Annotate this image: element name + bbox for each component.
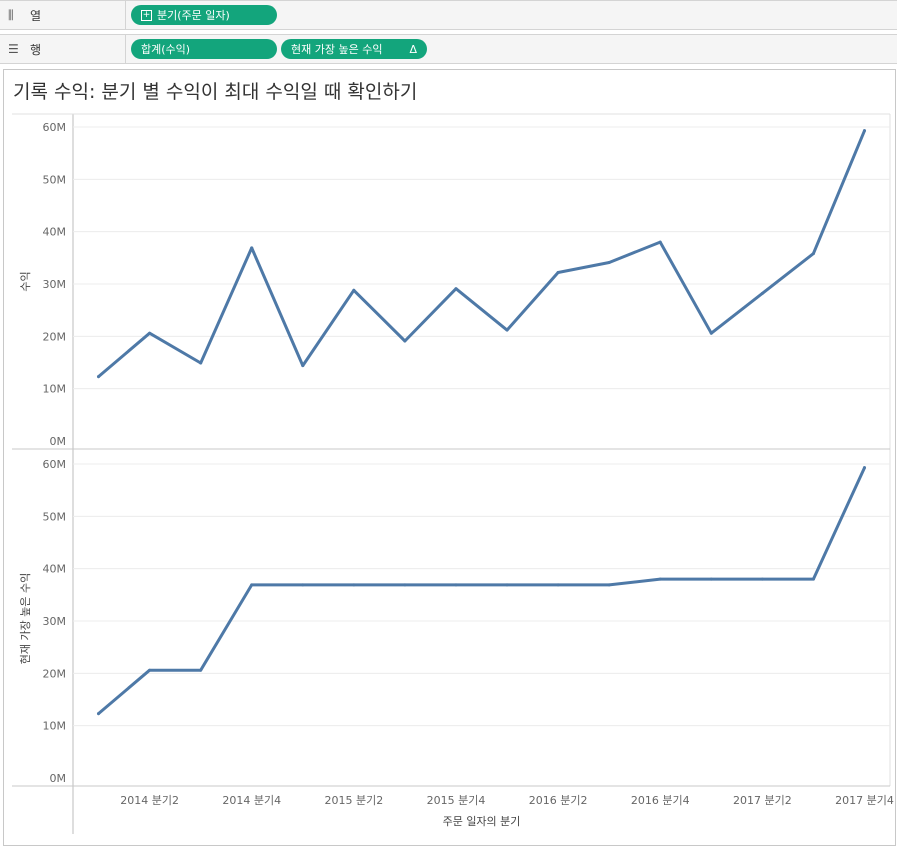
columns-label-text: 열 <box>30 8 42 23</box>
quarter-order-date-pill[interactable]: + 분기(주문 일자) <box>131 5 277 25</box>
data-point <box>505 583 509 587</box>
data-point <box>811 252 815 256</box>
pill-label: 분기(주문 일자) <box>157 9 230 22</box>
series-line <box>97 466 866 716</box>
running-max-profit-pill[interactable]: 현재 가장 높은 수익 Δ <box>281 39 427 59</box>
data-point <box>811 577 815 581</box>
data-point <box>148 331 152 335</box>
pill-label: 현재 가장 높은 수익 <box>291 43 383 56</box>
columns-shelf: ⫼ 열 + 분기(주문 일자) <box>0 0 897 30</box>
data-point <box>658 577 662 581</box>
data-point <box>301 364 305 368</box>
y-tick-label: 40M <box>43 226 67 239</box>
y-tick-label: 20M <box>43 667 67 680</box>
y-tick-label: 20M <box>43 330 67 343</box>
x-tick-label: 2015 분기4 <box>427 794 486 807</box>
data-point <box>403 339 407 343</box>
data-point <box>709 577 713 581</box>
columns-shelf-label: ⫼ 열 <box>0 1 126 29</box>
data-point <box>760 577 764 581</box>
x-tick-label: 2017 분기4 <box>835 794 894 807</box>
data-point <box>556 270 560 274</box>
data-point <box>352 583 356 587</box>
y-tick-label: 50M <box>43 173 67 186</box>
data-point <box>709 331 713 335</box>
data-point <box>301 583 305 587</box>
data-point <box>352 288 356 292</box>
data-point <box>97 712 101 716</box>
y-tick-label: 40M <box>43 563 67 576</box>
y-tick-label: 0M <box>50 435 67 448</box>
chart-title: 기록 수익: 분기 별 수익이 최대 수익일 때 확인하기 <box>13 81 418 103</box>
data-point <box>505 328 509 332</box>
data-point <box>250 246 254 250</box>
rows-shelf: ☰ 행 합계(수익) 현재 가장 높은 수익 Δ <box>0 34 897 64</box>
data-point <box>250 583 254 587</box>
data-point <box>607 583 611 587</box>
data-point <box>199 361 203 365</box>
sum-profit-pill[interactable]: 합계(수익) <box>131 39 277 59</box>
y-tick-label: 30M <box>43 278 67 291</box>
data-point <box>403 583 407 587</box>
x-axis-title: 주문 일자의 분기 <box>443 814 521 828</box>
pill-label: 합계(수익) <box>141 43 191 56</box>
data-point <box>454 287 458 291</box>
rows-icon: ☰ <box>8 42 19 56</box>
y-tick-label: 0M <box>50 772 67 785</box>
data-point <box>862 129 866 133</box>
x-tick-label: 2016 분기2 <box>529 794 588 807</box>
y-tick-label: 10M <box>43 383 67 396</box>
rows-shelf-label: ☰ 행 <box>0 35 126 63</box>
y-axis-title: 현재 가장 높은 수익 <box>19 573 32 664</box>
y-tick-label: 60M <box>43 458 67 471</box>
y-tick-label: 30M <box>43 615 67 628</box>
x-tick-label: 2014 분기2 <box>120 794 179 807</box>
data-point <box>658 240 662 244</box>
x-tick-label: 2016 분기4 <box>631 794 690 807</box>
data-point <box>97 375 101 379</box>
x-tick-label: 2014 분기4 <box>222 794 281 807</box>
viz-area <box>3 69 896 846</box>
x-tick-label: 2015 분기2 <box>324 794 383 807</box>
table-calculation-icon: Δ <box>409 42 417 56</box>
rows-label-text: 행 <box>30 42 42 57</box>
data-point <box>454 583 458 587</box>
data-point <box>148 668 152 672</box>
y-tick-label: 50M <box>43 510 67 523</box>
data-point <box>760 291 764 295</box>
y-tick-label: 10M <box>43 720 67 733</box>
y-tick-label: 60M <box>43 121 67 134</box>
columns-icon: ⫼ <box>8 7 14 22</box>
series-line <box>97 129 866 379</box>
x-tick-label: 2017 분기2 <box>733 794 792 807</box>
data-point <box>607 261 611 265</box>
y-axis-title: 수익 <box>19 271 32 291</box>
data-point <box>862 466 866 470</box>
expand-icon: + <box>141 9 152 21</box>
data-point <box>556 583 560 587</box>
data-point <box>199 668 203 672</box>
